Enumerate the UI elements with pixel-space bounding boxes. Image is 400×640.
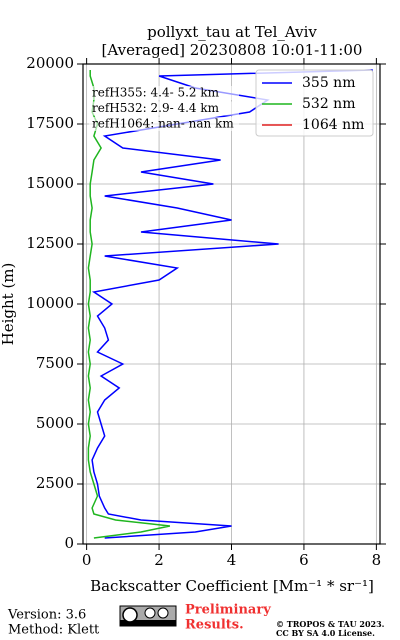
x-tick-label: 2 [154,551,164,569]
copyright: © TROPOS & TAU 2023. [276,619,385,629]
chart-title: pollyxt_tau at Tel_Aviv [147,23,317,41]
annotation-box [89,117,239,131]
profile-line [87,70,171,539]
y-tick-label: 0 [64,534,74,552]
legend-box [255,69,374,137]
preliminary: Results. [185,618,244,633]
legend-label: 1064 nm [302,117,364,133]
y-tick-label: 17500 [26,114,74,132]
y-axis-label: Height (m) [0,263,17,346]
legend-label: 532 nm [302,96,355,112]
annotation-box [89,101,239,116]
preliminary: Preliminary [185,603,271,618]
y-tick-label: 2500 [36,474,74,492]
profile-line [91,69,373,539]
legend-label: 355 nm [302,75,355,91]
annotation: refH532: 2.9- 4.4 km [92,101,220,115]
x-axis-label: Backscatter Coefficient [Mm⁻¹ * sr⁻¹] [90,577,374,595]
version: Version: 3.6 [7,608,86,623]
x-tick-label: 4 [227,551,237,569]
annotation: refH1064: nan- nan km [92,117,234,131]
plot-frame [82,63,381,545]
x-tick-label: 8 [372,551,382,569]
y-tick-label: 5000 [36,414,74,432]
y-tick-label: 10000 [26,294,74,312]
license-logo [119,605,177,627]
x-tick-label: 0 [82,551,92,569]
copyright: CC BY SA 4.0 License. [276,628,375,638]
x-tick-label: 6 [299,551,309,569]
annotation: refH355: 4.4- 5.2 km [92,86,220,100]
y-tick-label: 7500 [36,354,74,372]
y-tick-label: 12500 [26,234,74,252]
y-tick-label: 20000 [26,54,74,72]
method: Method: Klett [8,623,100,638]
chart-title: [Averaged] 20230808 10:01-11:00 [102,41,363,59]
annotation-box [89,86,239,100]
y-tick-label: 15000 [26,174,74,192]
